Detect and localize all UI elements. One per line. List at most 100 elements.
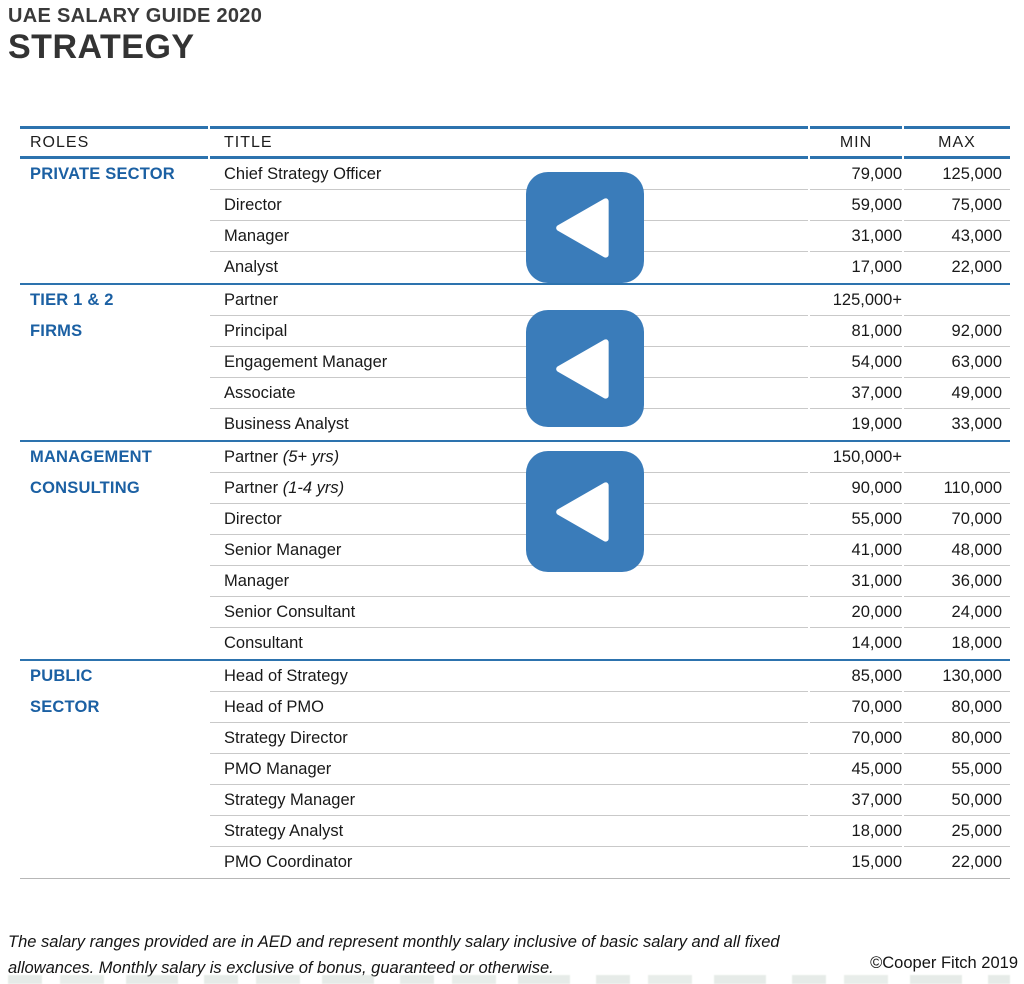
min-value-cell: 18,000 <box>810 816 902 847</box>
cropped-next-line <box>8 975 1010 984</box>
title-cell: Manager <box>210 566 808 597</box>
max-value-cell: 110,000 <box>904 473 1010 504</box>
section-role-label: PUBLIC SECTOR <box>20 661 208 878</box>
title-note: (1-4 yrs) <box>278 479 345 497</box>
title-cell: Analyst <box>224 258 279 276</box>
max-value-cell: 80,000 <box>904 723 1010 754</box>
min-value-cell: 45,000 <box>810 754 902 785</box>
salary-table: ROLES TITLE MIN MAX PRIVATE SECTOR Chief … <box>20 126 1010 879</box>
min-value-cell: 70,000 <box>810 723 902 754</box>
table-header-row: ROLES TITLE MIN MAX <box>20 126 1010 159</box>
min-value-cell: 41,000 <box>810 535 902 566</box>
min-value-cell: 90,000 <box>810 473 902 504</box>
min-value-cell: 85,000 <box>810 661 902 692</box>
min-value-cell: 59,000 <box>810 190 902 221</box>
salary-table-body: PRIVATE SECTOR Chief Strategy Officer 79,0… <box>20 159 1010 879</box>
max-value-cell: 70,000 <box>904 504 1010 535</box>
min-value-cell: 54,000 <box>810 347 902 378</box>
min-value-cell: 31,000 <box>810 221 902 252</box>
min-value-cell: 15,000 <box>851 853 902 871</box>
role-label-line: SECTOR <box>30 698 100 716</box>
title-cell: Partner <box>210 285 808 316</box>
column-header-roles: ROLES <box>20 126 208 159</box>
max-value-cell: 43,000 <box>904 221 1010 252</box>
title-cell: Partner (5+ yrs) <box>210 442 808 473</box>
nav-back-button-2[interactable] <box>526 310 644 427</box>
triangle-left-icon <box>556 338 609 399</box>
role-label-line: CONSULTING <box>30 479 140 497</box>
min-value-cell: 55,000 <box>810 504 902 535</box>
title-cell: Strategy Director <box>210 723 808 754</box>
max-value-cell: 22,000 <box>951 853 1002 871</box>
min-value-cell: 81,000 <box>810 316 902 347</box>
max-value-cell: 92,000 <box>904 316 1010 347</box>
min-value-cell: 17,000 <box>851 258 902 276</box>
table-section: PUBLIC SECTOR Head of Strategy 85,000 130,00… <box>20 659 1010 878</box>
role-label-line: PUBLIC <box>30 667 93 685</box>
max-value-cell: 50,000 <box>904 785 1010 816</box>
max-value-cell: 75,000 <box>904 190 1010 221</box>
title-cell: Partner (1-4 yrs) <box>210 473 808 504</box>
max-value-cell: 125,000 <box>904 159 1010 190</box>
max-value-cell: 48,000 <box>904 535 1010 566</box>
min-value-cell: 79,000 <box>810 159 902 190</box>
max-value-cell: 36,000 <box>904 566 1010 597</box>
title-cell: Senior Manager <box>210 535 808 566</box>
max-value-cell: 24,000 <box>904 597 1010 628</box>
title-cell: Manager <box>210 221 808 252</box>
page-title: STRATEGY <box>8 28 195 66</box>
section-role-label: MANAGEMENT CONSULTING <box>20 442 208 659</box>
nav-back-button-1[interactable] <box>526 172 644 283</box>
title-cell: Associate <box>210 378 808 409</box>
max-value-cell: 18,000 <box>951 634 1002 652</box>
triangle-left-icon <box>556 197 609 258</box>
table-section: TIER 1 & 2 FIRMS Partner 125,000+ Principal 8… <box>20 283 1010 440</box>
min-value-cell: 19,000 <box>851 415 902 433</box>
title-cell: Director <box>210 190 808 221</box>
min-value-cell: 70,000 <box>810 692 902 723</box>
min-value-cell: 37,000 <box>810 378 902 409</box>
title-cell: Head of Strategy <box>210 661 808 692</box>
table-section: MANAGEMENT CONSULTING Partner (5+ yrs) 150,… <box>20 440 1010 659</box>
role-label-line: MANAGEMENT <box>30 448 153 466</box>
role-label-line: FIRMS <box>30 322 83 340</box>
triangle-left-icon <box>556 481 609 542</box>
min-value-cell: 37,000 <box>810 785 902 816</box>
max-value-cell <box>904 442 1010 473</box>
title-cell: PMO Manager <box>210 754 808 785</box>
title-cell: Principal <box>210 316 808 347</box>
title-cell: Business Analyst <box>224 415 349 433</box>
column-header-min: MIN <box>810 126 902 159</box>
title-cell: Head of PMO <box>210 692 808 723</box>
title-cell: Strategy Manager <box>210 785 808 816</box>
title-cell: PMO Coordinator <box>224 853 353 871</box>
nav-back-button-3[interactable] <box>526 451 644 572</box>
title-cell: Senior Consultant <box>210 597 808 628</box>
min-value-cell: 20,000 <box>810 597 902 628</box>
role-label-line: PRIVATE SECTOR <box>30 165 175 183</box>
copyright-text: ©Cooper Fitch 2019 <box>870 954 1018 972</box>
title-note: (5+ yrs) <box>278 448 340 466</box>
section-role-label: PRIVATE SECTOR <box>20 159 208 283</box>
table-section: PRIVATE SECTOR Chief Strategy Officer 79,0… <box>20 159 1010 283</box>
max-value-cell: 80,000 <box>904 692 1010 723</box>
column-header-title: TITLE <box>210 126 808 159</box>
max-value-cell: 63,000 <box>904 347 1010 378</box>
max-value-cell: 33,000 <box>951 415 1002 433</box>
section-role-label: TIER 1 & 2 FIRMS <box>20 285 208 440</box>
title-cell: Consultant <box>224 634 303 652</box>
role-label-line: TIER 1 & 2 <box>30 291 114 309</box>
title-cell: Chief Strategy Officer <box>210 159 808 190</box>
min-value-cell: 125,000+ <box>810 285 902 316</box>
max-value-cell: 55,000 <box>904 754 1010 785</box>
min-value-cell: 150,000+ <box>810 442 902 473</box>
title-cell: Engagement Manager <box>210 347 808 378</box>
document-kicker: UAE SALARY GUIDE 2020 <box>8 5 263 27</box>
min-value-cell: 14,000 <box>851 634 902 652</box>
max-value-cell: 49,000 <box>904 378 1010 409</box>
max-value-cell <box>904 285 1010 316</box>
title-cell: Strategy Analyst <box>210 816 808 847</box>
max-value-cell: 25,000 <box>904 816 1010 847</box>
disclaimer-text: The salary ranges provided are in AED an… <box>8 933 780 977</box>
max-value-cell: 22,000 <box>951 258 1002 276</box>
